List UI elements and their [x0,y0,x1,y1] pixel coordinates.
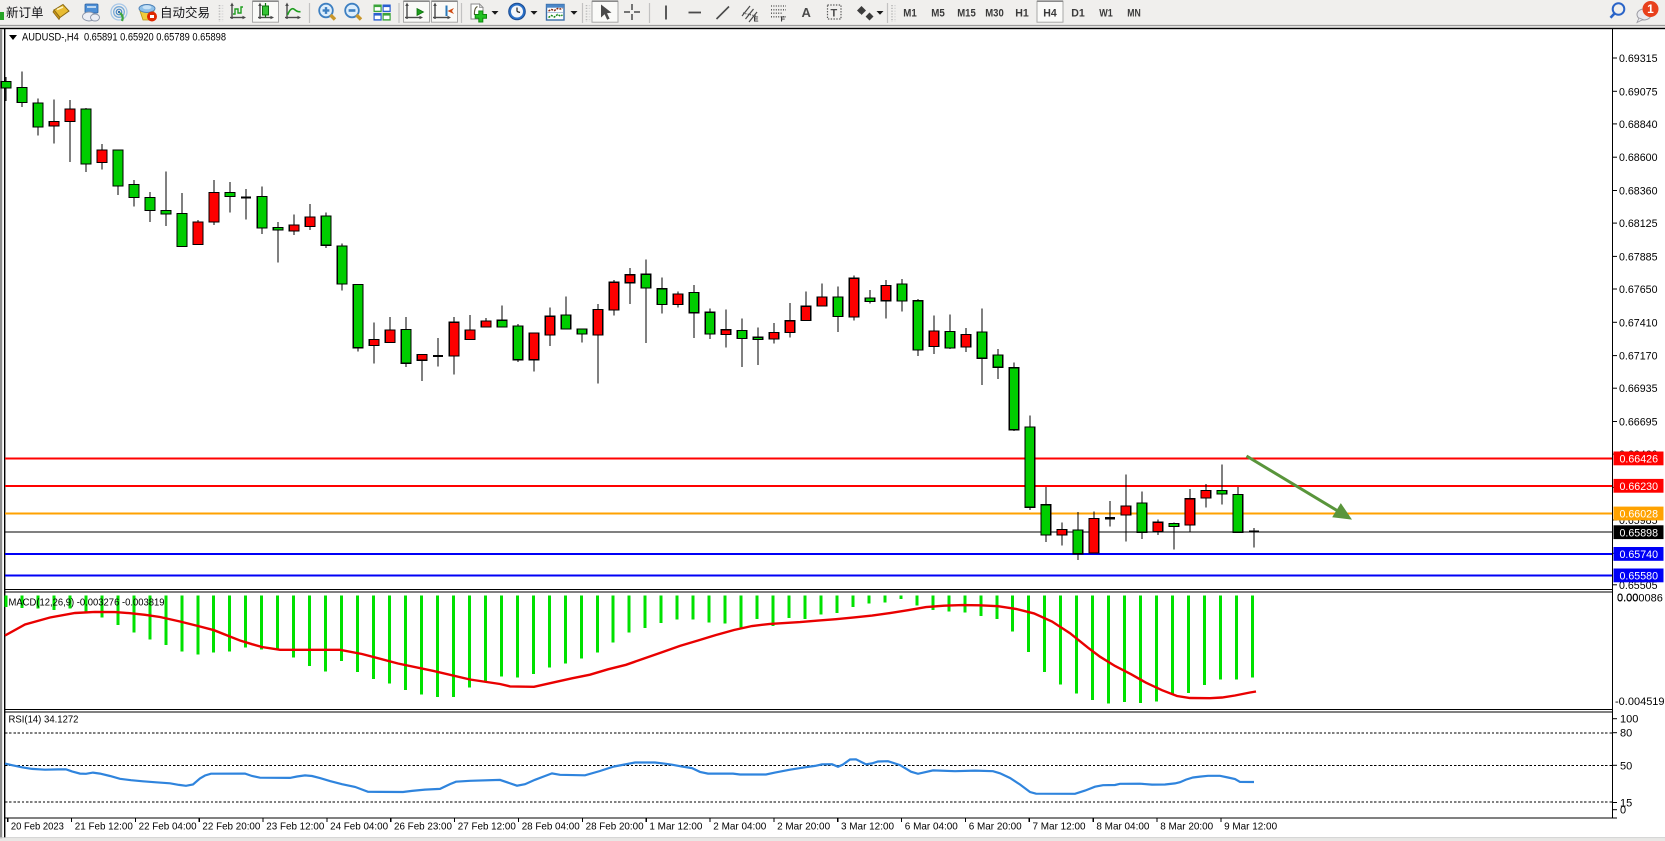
svg-text:7 Mar 12:00: 7 Mar 12:00 [1033,822,1086,833]
svg-text:0.00: 0.00 [1617,592,1638,604]
svg-text:0.68125: 0.68125 [1619,218,1658,230]
svg-text:24 Feb 04:00: 24 Feb 04:00 [330,822,388,833]
svg-text:0.66935: 0.66935 [1619,383,1658,395]
svg-text:22 Feb 20:00: 22 Feb 20:00 [202,822,260,833]
svg-text:0.67650: 0.67650 [1619,284,1658,296]
svg-text:MN: MN [1127,8,1141,20]
svg-text:M1: M1 [903,8,917,20]
svg-text:1: 1 [1647,2,1654,16]
svg-text:0.65740: 0.65740 [1620,549,1659,561]
svg-text:50: 50 [1620,760,1632,772]
svg-text:F: F [781,15,786,24]
svg-text:AUDUSD-,H4 0.65891 0.65920 0.: AUDUSD-,H4 0.65891 0.65920 0.65789 0.658… [22,32,226,44]
svg-text:28 Feb 20:00: 28 Feb 20:00 [586,822,644,833]
svg-text:1 Mar 12:00: 1 Mar 12:00 [649,822,702,833]
svg-text:MACD(12,26,9) -0.003276 -0.003: MACD(12,26,9) -0.003276 -0.003819 [9,597,165,609]
svg-text:0.65580: 0.65580 [1620,571,1659,583]
svg-text:M30: M30 [985,8,1004,20]
svg-text:2 Mar 04:00: 2 Mar 04:00 [713,822,766,833]
svg-text:新订单: 新订单 [6,5,44,20]
svg-text:8 Mar 04:00: 8 Mar 04:00 [1096,822,1149,833]
svg-text:自动交易: 自动交易 [160,5,210,20]
svg-text:8 Mar 20:00: 8 Mar 20:00 [1160,822,1213,833]
svg-text:H1: H1 [1015,8,1029,20]
svg-text:0.68600: 0.68600 [1619,152,1658,164]
svg-text:80: 80 [1620,728,1632,740]
svg-text:0.66695: 0.66695 [1619,417,1658,429]
svg-text:20 Feb 2023: 20 Feb 2023 [11,822,64,833]
svg-text:H4: H4 [1043,8,1057,20]
svg-text:0.66028: 0.66028 [1620,509,1659,521]
svg-text:15: 15 [1620,798,1632,810]
svg-text:0.68840: 0.68840 [1619,119,1658,131]
svg-text:22 Feb 04:00: 22 Feb 04:00 [139,822,197,833]
svg-text:0.69315: 0.69315 [1619,53,1658,65]
svg-text:0.67410: 0.67410 [1619,317,1658,329]
svg-text:21 Feb 12:00: 21 Feb 12:00 [75,822,133,833]
svg-text:27 Feb 12:00: 27 Feb 12:00 [458,822,516,833]
svg-text:0.68360: 0.68360 [1619,186,1658,198]
svg-text:W1: W1 [1099,8,1113,20]
svg-text:-0.004519: -0.004519 [1615,696,1665,708]
svg-text:0.69075: 0.69075 [1619,86,1658,98]
svg-text:A: A [802,5,812,20]
svg-text:23 Feb 12:00: 23 Feb 12:00 [266,822,324,833]
svg-text:9 Mar 12:00: 9 Mar 12:00 [1224,822,1277,833]
svg-text:6 Mar 04:00: 6 Mar 04:00 [905,822,958,833]
svg-text:6 Mar 20:00: 6 Mar 20:00 [969,822,1022,833]
svg-text:RSI(14) 34.1272: RSI(14) 34.1272 [9,714,79,726]
svg-text:M5: M5 [931,8,945,20]
svg-text:2 Mar 20:00: 2 Mar 20:00 [777,822,830,833]
svg-text:0.66230: 0.66230 [1620,481,1659,493]
svg-text:26 Feb 23:00: 26 Feb 23:00 [394,822,452,833]
svg-text:0.65505: 0.65505 [1619,580,1658,592]
svg-text:0.67170: 0.67170 [1619,351,1658,363]
svg-text:3 Mar 12:00: 3 Mar 12:00 [841,822,894,833]
svg-text:0.000086: 0.000086 [1617,593,1663,605]
svg-text:28 Feb 04:00: 28 Feb 04:00 [522,822,580,833]
svg-text:D1: D1 [1071,8,1085,20]
svg-text:T: T [831,8,838,20]
svg-text:E: E [754,15,759,24]
svg-text:0.66426: 0.66426 [1620,454,1659,466]
svg-text:0.67885: 0.67885 [1619,251,1658,263]
svg-text:M15: M15 [957,8,976,20]
svg-text:0.65898: 0.65898 [1620,527,1659,539]
svg-text:0: 0 [1620,805,1626,817]
svg-text:100: 100 [1620,714,1638,726]
